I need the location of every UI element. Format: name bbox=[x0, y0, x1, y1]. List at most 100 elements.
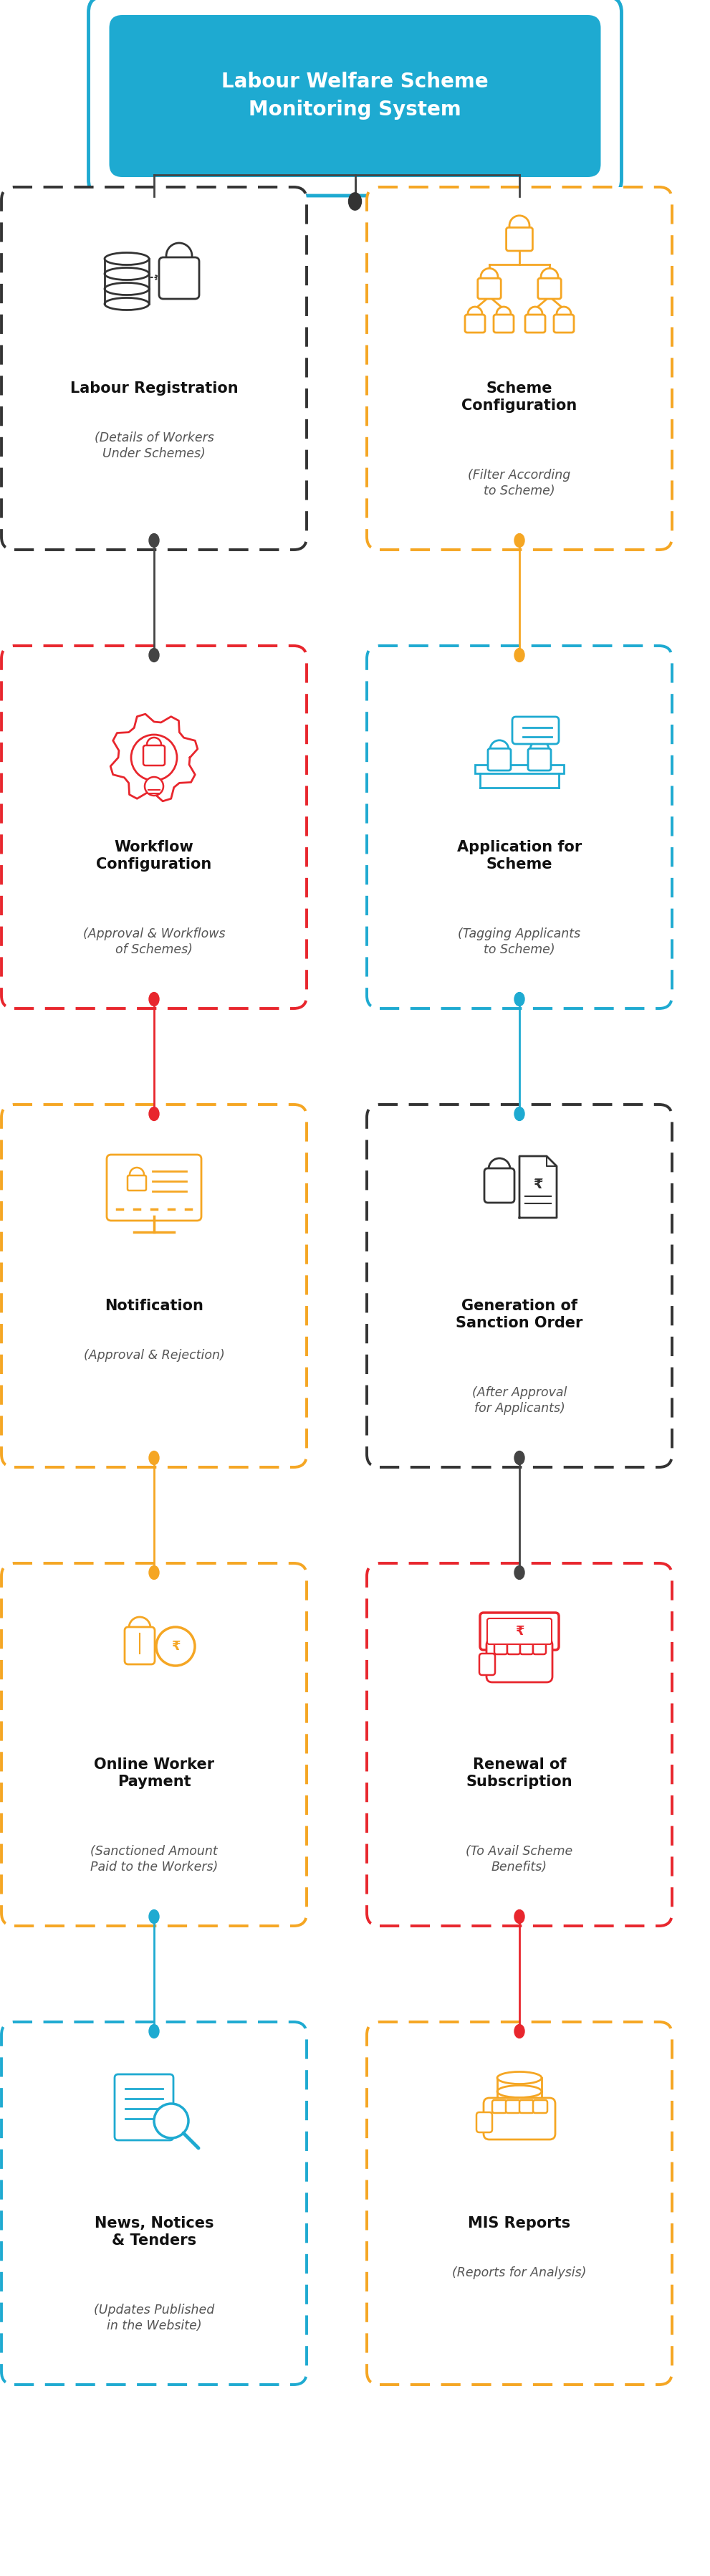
Text: Workflow
Configuration: Workflow Configuration bbox=[97, 840, 212, 871]
FancyBboxPatch shape bbox=[554, 314, 574, 332]
FancyBboxPatch shape bbox=[484, 2097, 555, 2141]
FancyBboxPatch shape bbox=[367, 2022, 672, 2385]
FancyBboxPatch shape bbox=[1, 1105, 307, 1468]
Circle shape bbox=[528, 307, 542, 322]
Circle shape bbox=[145, 778, 163, 796]
Circle shape bbox=[156, 1628, 195, 1667]
Text: Generation of
Sanction Order: Generation of Sanction Order bbox=[456, 1298, 583, 1329]
Ellipse shape bbox=[515, 1566, 525, 1579]
Ellipse shape bbox=[104, 252, 149, 265]
Ellipse shape bbox=[515, 1450, 525, 1466]
Text: (Approval & Rejection): (Approval & Rejection) bbox=[84, 1350, 224, 1363]
FancyBboxPatch shape bbox=[367, 1564, 672, 1927]
Ellipse shape bbox=[149, 1566, 159, 1579]
FancyBboxPatch shape bbox=[486, 1638, 552, 1682]
FancyBboxPatch shape bbox=[533, 1641, 546, 1654]
Circle shape bbox=[129, 1618, 151, 1638]
Ellipse shape bbox=[149, 533, 159, 546]
FancyBboxPatch shape bbox=[494, 1641, 507, 1654]
Circle shape bbox=[541, 268, 558, 286]
FancyBboxPatch shape bbox=[538, 278, 561, 299]
FancyBboxPatch shape bbox=[1, 647, 307, 1007]
Text: (Sanctioned Amount
Paid to the Workers): (Sanctioned Amount Paid to the Workers) bbox=[90, 1844, 218, 1873]
Text: (Approval & Workflows
of Schemes): (Approval & Workflows of Schemes) bbox=[83, 927, 225, 956]
Text: Scheme
Configuration: Scheme Configuration bbox=[461, 381, 577, 412]
Ellipse shape bbox=[149, 1108, 159, 1121]
Circle shape bbox=[130, 1167, 144, 1182]
Circle shape bbox=[468, 307, 482, 322]
Polygon shape bbox=[520, 1157, 557, 1218]
Ellipse shape bbox=[149, 1909, 159, 1924]
Ellipse shape bbox=[349, 193, 361, 211]
FancyBboxPatch shape bbox=[525, 314, 545, 332]
Ellipse shape bbox=[497, 2087, 542, 2097]
Text: Labour Welfare Scheme
Monitoring System: Labour Welfare Scheme Monitoring System bbox=[222, 72, 488, 121]
FancyBboxPatch shape bbox=[488, 750, 510, 770]
Ellipse shape bbox=[149, 649, 159, 662]
Circle shape bbox=[530, 739, 549, 760]
Ellipse shape bbox=[515, 649, 525, 662]
Text: ₹: ₹ bbox=[171, 1641, 180, 1654]
Circle shape bbox=[131, 734, 177, 781]
Text: (To Avail Scheme
Benefits): (To Avail Scheme Benefits) bbox=[466, 1844, 573, 1873]
FancyBboxPatch shape bbox=[487, 1618, 552, 1643]
FancyBboxPatch shape bbox=[520, 1641, 533, 1654]
FancyBboxPatch shape bbox=[533, 2099, 547, 2112]
FancyBboxPatch shape bbox=[479, 1654, 495, 1674]
Text: Renewal of
Subscription: Renewal of Subscription bbox=[466, 1757, 573, 1788]
Ellipse shape bbox=[149, 2025, 159, 2038]
Circle shape bbox=[557, 307, 571, 322]
Ellipse shape bbox=[149, 1450, 159, 1466]
Text: Labour Registration: Labour Registration bbox=[70, 381, 238, 397]
FancyBboxPatch shape bbox=[512, 716, 559, 744]
Circle shape bbox=[166, 242, 192, 268]
Ellipse shape bbox=[104, 268, 149, 281]
FancyBboxPatch shape bbox=[125, 1628, 155, 1664]
FancyBboxPatch shape bbox=[1, 188, 307, 549]
FancyBboxPatch shape bbox=[506, 2099, 520, 2112]
Text: News, Notices
& Tenders: News, Notices & Tenders bbox=[94, 2215, 214, 2249]
FancyBboxPatch shape bbox=[480, 1613, 559, 1651]
FancyBboxPatch shape bbox=[367, 1105, 672, 1468]
Text: ₹: ₹ bbox=[515, 1625, 524, 1638]
FancyBboxPatch shape bbox=[143, 744, 165, 765]
Text: (Updates Published
in the Website): (Updates Published in the Website) bbox=[94, 2303, 214, 2331]
Circle shape bbox=[481, 268, 498, 286]
FancyBboxPatch shape bbox=[478, 278, 501, 299]
FancyBboxPatch shape bbox=[367, 647, 672, 1007]
Ellipse shape bbox=[104, 299, 149, 309]
Text: (After Approval
for Applicants): (After Approval for Applicants) bbox=[472, 1386, 567, 1414]
Circle shape bbox=[488, 1159, 510, 1180]
FancyBboxPatch shape bbox=[492, 2099, 506, 2112]
FancyBboxPatch shape bbox=[1, 1564, 307, 1927]
FancyBboxPatch shape bbox=[159, 258, 200, 299]
FancyBboxPatch shape bbox=[106, 1154, 202, 1221]
Circle shape bbox=[496, 307, 510, 322]
FancyBboxPatch shape bbox=[507, 1641, 520, 1654]
FancyBboxPatch shape bbox=[493, 314, 514, 332]
Polygon shape bbox=[111, 714, 197, 801]
Text: ₹: ₹ bbox=[533, 1177, 543, 1193]
Text: (Details of Workers
Under Schemes): (Details of Workers Under Schemes) bbox=[94, 433, 214, 461]
Text: (Filter According
to Scheme): (Filter According to Scheme) bbox=[468, 469, 571, 497]
Circle shape bbox=[154, 2105, 188, 2138]
Ellipse shape bbox=[515, 2025, 525, 2038]
FancyBboxPatch shape bbox=[465, 314, 485, 332]
FancyBboxPatch shape bbox=[475, 765, 564, 773]
FancyBboxPatch shape bbox=[128, 1175, 146, 1190]
Ellipse shape bbox=[515, 1108, 525, 1121]
FancyBboxPatch shape bbox=[367, 188, 672, 549]
Ellipse shape bbox=[497, 2099, 542, 2112]
Ellipse shape bbox=[515, 1909, 525, 1924]
Ellipse shape bbox=[149, 992, 159, 1005]
Circle shape bbox=[509, 216, 530, 234]
Text: Application for
Scheme: Application for Scheme bbox=[457, 840, 582, 871]
FancyBboxPatch shape bbox=[89, 0, 621, 196]
Text: (Reports for Analysis): (Reports for Analysis) bbox=[452, 2267, 586, 2280]
Ellipse shape bbox=[104, 283, 149, 294]
FancyBboxPatch shape bbox=[114, 2074, 173, 2141]
FancyBboxPatch shape bbox=[484, 1170, 515, 1203]
FancyBboxPatch shape bbox=[506, 227, 532, 250]
Ellipse shape bbox=[515, 992, 525, 1005]
Text: Online Worker
Payment: Online Worker Payment bbox=[94, 1757, 214, 1788]
